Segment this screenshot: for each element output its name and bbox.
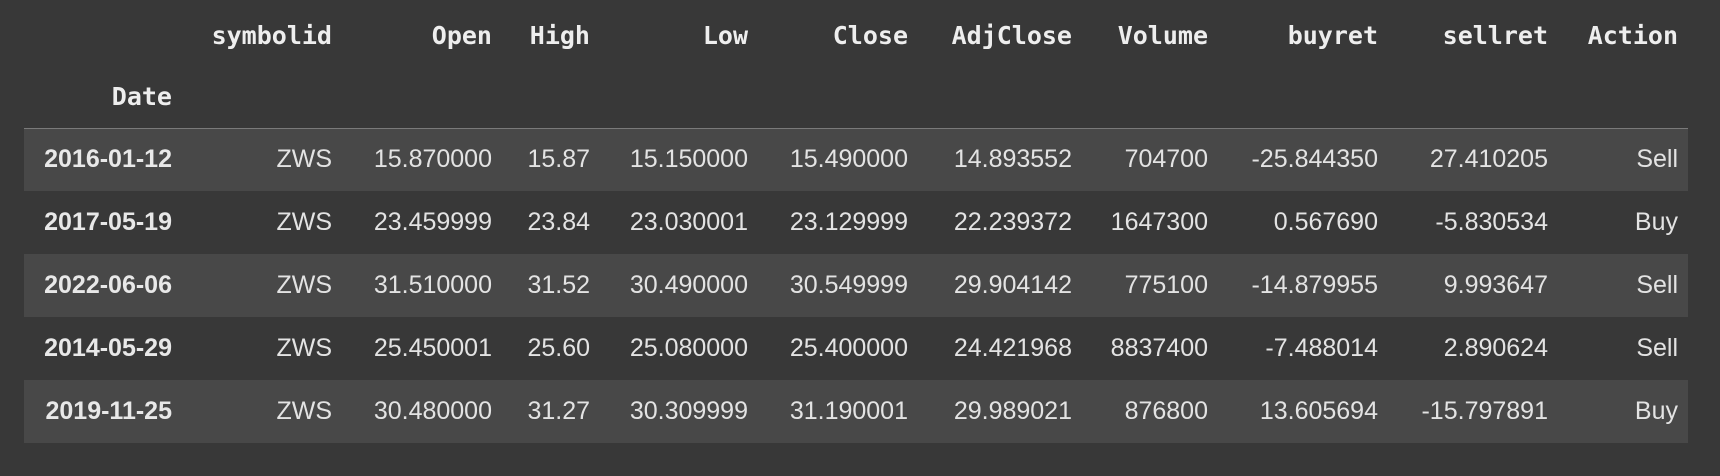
cell-open: 15.870000 <box>373 145 492 174</box>
cell-buyret: -25.844350 <box>1251 145 1378 174</box>
cell-sellret: -5.830534 <box>1435 208 1548 236</box>
header-blank-cell <box>24 4 182 66</box>
row-index-date: 2019-11-25 <box>45 397 172 425</box>
cell-symbolid: ZWS <box>276 334 332 362</box>
cell-open: 25.450001 <box>373 334 492 362</box>
cell-sellret: 9.993647 <box>1443 271 1548 299</box>
cell-high: 23.84 <box>527 208 590 236</box>
row-index-date: 2016-01-12 <box>44 145 172 174</box>
cell-volume: 876800 <box>1124 397 1208 425</box>
cell-open: 23.459999 <box>373 208 492 236</box>
cell-adjclose: 14.893552 <box>953 145 1072 174</box>
cell-symbolid: ZWS <box>276 271 332 299</box>
cell-buyret: -14.879955 <box>1251 271 1378 299</box>
cell-symbolid: ZWS <box>276 208 332 236</box>
column-header-volume: Volume <box>1117 20 1208 50</box>
table-row: 2022-06-06 ZWS 31.510000 31.52 30.490000… <box>24 254 1688 317</box>
cell-close: 30.549999 <box>789 271 908 299</box>
cell-symbolid: ZWS <box>276 397 332 425</box>
cell-volume: 8837400 <box>1110 334 1208 362</box>
index-header-row: Date <box>24 66 1688 128</box>
index-header-blank <box>1218 66 1388 128</box>
cell-action: Sell <box>1636 334 1678 362</box>
table-row: 2016-01-12 ZWS 15.870000 15.87 15.150000… <box>24 128 1688 191</box>
dataframe-table: symbolid Open High Low Close AdjClose Vo… <box>24 4 1688 443</box>
table-body: 2016-01-12 ZWS 15.870000 15.87 15.150000… <box>24 128 1688 443</box>
column-header-row: symbolid Open High Low Close AdjClose Vo… <box>24 4 1688 66</box>
table-row: 2019-11-25 ZWS 30.480000 31.27 30.309999… <box>24 380 1688 443</box>
index-header-blank <box>182 66 342 128</box>
cell-low: 25.080000 <box>629 334 748 362</box>
row-index-date: 2022-06-06 <box>44 271 172 299</box>
cell-high: 25.60 <box>527 334 590 362</box>
column-header-sellret: sellret <box>1442 20 1548 50</box>
cell-close: 23.129999 <box>789 208 908 236</box>
cell-open: 31.510000 <box>373 271 492 299</box>
table-row: 2017-05-19 ZWS 23.459999 23.84 23.030001… <box>24 191 1688 254</box>
cell-sellret: -15.797891 <box>1421 397 1548 425</box>
column-header-symbolid: symbolid <box>211 20 332 50</box>
cell-close: 31.190001 <box>789 397 908 425</box>
cell-adjclose: 24.421968 <box>953 334 1072 362</box>
cell-action: Sell <box>1636 145 1678 174</box>
cell-buyret: 0.567690 <box>1273 208 1378 236</box>
index-header-blank <box>342 66 502 128</box>
index-header-blank <box>1388 66 1558 128</box>
cell-adjclose: 22.239372 <box>953 208 1072 236</box>
cell-buyret: -7.488014 <box>1265 334 1378 362</box>
cell-adjclose: 29.904142 <box>953 271 1072 299</box>
column-header-open: Open <box>431 20 492 50</box>
cell-high: 15.87 <box>527 145 590 174</box>
cell-low: 30.490000 <box>629 271 748 299</box>
table-header: symbolid Open High Low Close AdjClose Vo… <box>24 4 1688 128</box>
cell-volume: 775100 <box>1124 271 1208 299</box>
index-header-date: Date <box>111 82 172 112</box>
cell-buyret: 13.605694 <box>1259 397 1378 425</box>
cell-close: 25.400000 <box>789 334 908 362</box>
column-header-buyret: buyret <box>1287 20 1378 50</box>
cell-high: 31.27 <box>527 397 590 425</box>
cell-symbolid: ZWS <box>276 145 332 174</box>
column-header-high: High <box>529 20 590 50</box>
cell-sellret: 2.890624 <box>1443 334 1548 362</box>
cell-volume: 1647300 <box>1110 208 1208 236</box>
index-header-blank <box>1082 66 1218 128</box>
cell-open: 30.480000 <box>373 397 492 425</box>
column-header-action: Action <box>1587 20 1678 50</box>
cell-action: Buy <box>1634 397 1678 425</box>
column-header-low: Low <box>702 20 748 50</box>
row-index-date: 2014-05-29 <box>44 334 172 362</box>
cell-low: 15.150000 <box>629 145 748 174</box>
cell-adjclose: 29.989021 <box>953 397 1072 425</box>
cell-action: Sell <box>1636 271 1678 299</box>
table-row: 2014-05-29 ZWS 25.450001 25.60 25.080000… <box>24 317 1688 380</box>
index-header-blank <box>758 66 918 128</box>
cell-low: 30.309999 <box>629 397 748 425</box>
column-header-close: Close <box>832 20 908 50</box>
index-header-blank <box>600 66 758 128</box>
cell-low: 23.030001 <box>629 208 748 236</box>
column-header-adjclose: AdjClose <box>951 20 1072 50</box>
cell-volume: 704700 <box>1124 145 1208 174</box>
cell-action: Buy <box>1634 208 1678 236</box>
cell-close: 15.490000 <box>789 145 908 174</box>
cell-sellret: 27.410205 <box>1429 145 1548 174</box>
cell-high: 31.52 <box>527 271 590 299</box>
index-header-blank <box>502 66 600 128</box>
index-header-blank <box>918 66 1082 128</box>
index-header-blank <box>1558 66 1688 128</box>
row-index-date: 2017-05-19 <box>44 208 172 236</box>
